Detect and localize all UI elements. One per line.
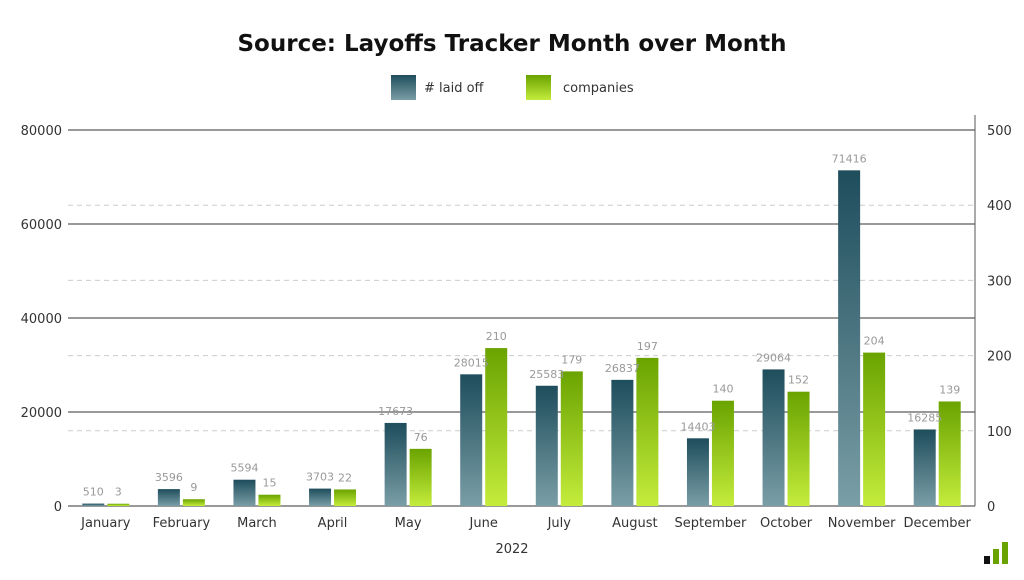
data-label-companies: 22 <box>338 471 352 484</box>
x-tick-label: April <box>318 516 348 531</box>
bar-companies <box>258 494 281 506</box>
x-tick-label: July <box>547 516 572 531</box>
x-tick-label: March <box>237 516 277 531</box>
logo-bar-3 <box>1002 542 1008 564</box>
logo-bar-2 <box>993 549 999 564</box>
legend-swatch-companies <box>526 75 551 100</box>
data-label-laid-off: 28015 <box>454 356 489 369</box>
right-tick-label: 400 <box>987 199 1012 214</box>
bar-companies <box>485 348 508 506</box>
data-label-laid-off: 14403 <box>680 420 715 433</box>
bar-laid-off <box>913 429 936 506</box>
data-label-laid-off: 25583 <box>529 368 564 381</box>
x-tick-label: September <box>675 516 748 531</box>
bar-companies <box>711 400 734 506</box>
bar-laid-off <box>611 379 634 506</box>
data-label-companies: 9 <box>190 481 197 494</box>
left-tick-label: 40000 <box>21 312 62 327</box>
left-tick-label: 80000 <box>21 124 62 139</box>
data-label-laid-off: 17673 <box>378 405 413 418</box>
legend-label-laid-off: # laid off <box>424 81 485 96</box>
bar-companies <box>560 371 583 506</box>
x-tick-label: May <box>395 516 422 531</box>
data-label-laid-off: 3703 <box>306 471 334 484</box>
bar-laid-off <box>157 489 180 506</box>
data-label-companies: 139 <box>939 383 960 396</box>
x-axis-label: 2022 <box>495 542 528 557</box>
data-label-companies: 140 <box>712 383 733 396</box>
x-tick-label: August <box>612 516 658 531</box>
data-label-laid-off: 29064 <box>756 351 791 364</box>
x-tick-label: January <box>80 516 131 531</box>
logo-bar-1 <box>984 556 990 564</box>
bar-companies <box>863 352 886 506</box>
data-label-laid-off: 3596 <box>155 471 183 484</box>
chart-title: Source: Layoffs Tracker Month over Month <box>237 31 786 57</box>
data-label-companies: 15 <box>262 477 276 490</box>
bar-companies <box>938 401 961 506</box>
bar-laid-off <box>838 170 861 507</box>
data-label-laid-off: 16285 <box>907 411 942 424</box>
legend: # laid off companies <box>391 75 634 100</box>
left-tick-label: 20000 <box>21 406 62 421</box>
bar-companies <box>409 448 432 506</box>
data-label-laid-off: 71416 <box>832 152 867 165</box>
data-label-companies: 210 <box>486 330 507 343</box>
right-tick-label: 200 <box>987 350 1012 365</box>
bar-laid-off <box>384 422 407 506</box>
bar-laid-off <box>686 438 709 506</box>
x-tick-label: October <box>760 516 813 531</box>
legend-swatch-laid-off <box>391 75 416 100</box>
data-label-companies: 204 <box>864 335 885 348</box>
data-label-companies: 152 <box>788 374 809 387</box>
data-label-companies: 3 <box>115 486 122 499</box>
right-tick-label: 300 <box>987 274 1012 289</box>
bar-companies <box>787 391 810 506</box>
data-label-laid-off: 5594 <box>230 462 258 475</box>
left-tick-label: 0 <box>54 500 62 515</box>
bar-laid-off <box>762 369 785 506</box>
bar-laid-off <box>233 479 256 506</box>
bar-companies <box>334 489 357 506</box>
right-tick-label: 100 <box>987 425 1012 440</box>
bar-companies <box>182 499 205 506</box>
x-tick-label: November <box>828 516 896 531</box>
data-label-companies: 76 <box>414 431 428 444</box>
bar-laid-off <box>82 503 105 506</box>
data-label-laid-off: 510 <box>83 486 104 499</box>
legend-label-companies: companies <box>563 81 634 96</box>
x-tick-label: December <box>903 516 971 531</box>
bar-companies <box>636 357 659 506</box>
right-tick-label: 0 <box>987 500 995 515</box>
data-label-laid-off: 26837 <box>605 362 640 375</box>
bar-laid-off <box>535 385 558 506</box>
data-label-companies: 179 <box>561 353 582 366</box>
bar-laid-off <box>460 374 483 506</box>
x-tick-label: June <box>469 516 498 531</box>
logo <box>984 542 1008 564</box>
data-label-companies: 197 <box>637 340 658 353</box>
left-tick-label: 60000 <box>21 218 62 233</box>
bar-companies <box>107 503 130 506</box>
x-tick-label: February <box>153 516 211 531</box>
right-tick-label: 500 <box>987 124 1012 139</box>
bar-laid-off <box>309 488 332 506</box>
